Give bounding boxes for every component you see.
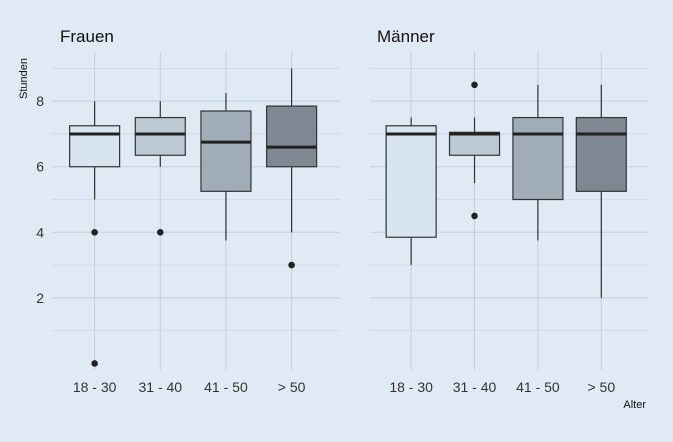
box-frauen-2 [200, 110, 252, 192]
y-tick-label: 8 [36, 93, 44, 109]
x-tick-label: 41 - 50 [204, 379, 248, 395]
outlier-point [156, 229, 164, 236]
box-frauen-0 [69, 125, 121, 168]
x-tick-label: 41 - 50 [516, 379, 560, 395]
y-tick-label: 2 [36, 290, 44, 306]
x-tick-label: > 50 [278, 379, 306, 395]
outlier-point [471, 212, 478, 220]
x-tick-label: 31 - 40 [138, 379, 182, 395]
outlier-point [288, 261, 295, 269]
panel-title-maenner: Männer [377, 27, 435, 46]
box-maenner-1 [448, 131, 501, 156]
outlier-point [471, 81, 478, 89]
box-maenner-3 [575, 116, 627, 192]
x-tick-label: 18 - 30 [73, 379, 117, 395]
y-tick-label: 6 [36, 159, 44, 175]
x-tick-label: 18 - 30 [389, 379, 433, 395]
outlier-point [91, 360, 98, 367]
box-frauen-1 [134, 116, 186, 156]
box-maenner-2 [512, 116, 564, 201]
y-tick-label: 4 [36, 224, 44, 240]
y-axis-label: Stunden [18, 58, 30, 99]
x-axis-label: Alter [623, 399, 646, 411]
box-frauen-3 [266, 105, 318, 168]
outlier-point [91, 229, 98, 236]
box-maenner-0 [385, 125, 437, 238]
x-tick-label: > 50 [587, 379, 615, 395]
x-tick-label: 31 - 40 [453, 379, 497, 395]
panel-title-frauen: Frauen [60, 27, 114, 46]
